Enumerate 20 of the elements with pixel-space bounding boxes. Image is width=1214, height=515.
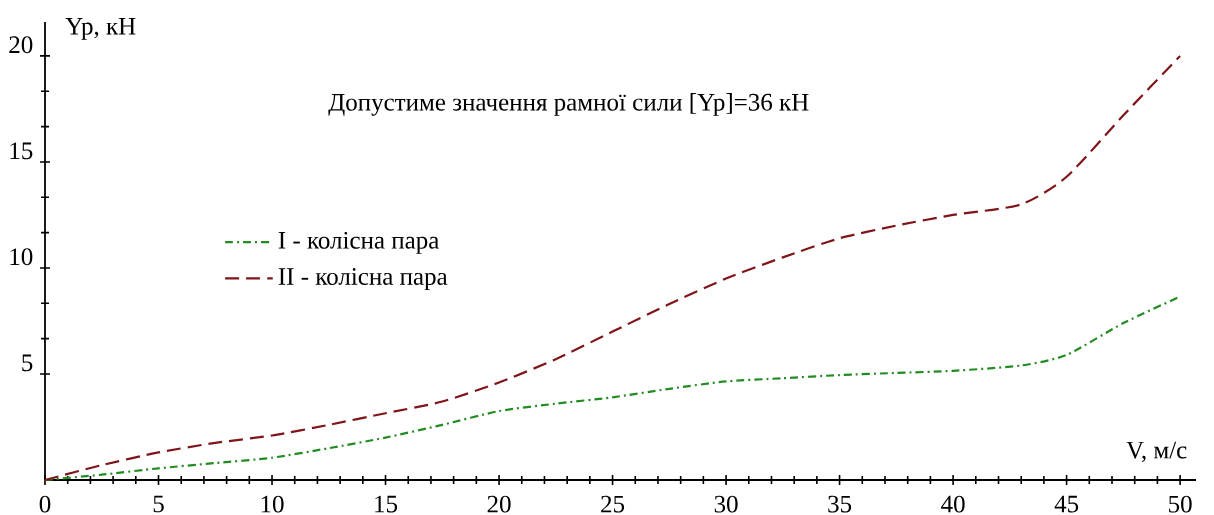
x-tick-label: 5 — [153, 495, 164, 513]
x-tick-label: 40 — [941, 495, 965, 513]
x-tick-label: 20 — [487, 495, 511, 513]
y-tick-label: 20 — [9, 36, 33, 54]
x-tick-label: 30 — [714, 495, 738, 513]
y-tick-label: 5 — [22, 354, 33, 372]
x-tick-label: 25 — [601, 495, 625, 513]
x-tick-label: 45 — [1054, 495, 1079, 513]
x-tick-label: 50 — [1169, 495, 1192, 513]
annotation: Допустиме значення рамної сили [Yp]=36 кН — [328, 93, 809, 116]
x-tick-label: 15 — [375, 495, 398, 513]
y-tick-label: 15 — [10, 142, 33, 160]
x-tick-label: 0 — [39, 495, 51, 513]
legend-label: II - колісна пара — [278, 268, 448, 290]
y-tick-label: 10 — [10, 248, 33, 266]
x-axis-title: V, м/с — [1126, 441, 1187, 463]
x-tick-label: 10 — [261, 495, 284, 513]
x-tick-label: 35 — [828, 495, 852, 513]
legend-label: I - колісна пара — [278, 231, 439, 254]
y-axis-title: Yp, кН — [65, 18, 136, 40]
